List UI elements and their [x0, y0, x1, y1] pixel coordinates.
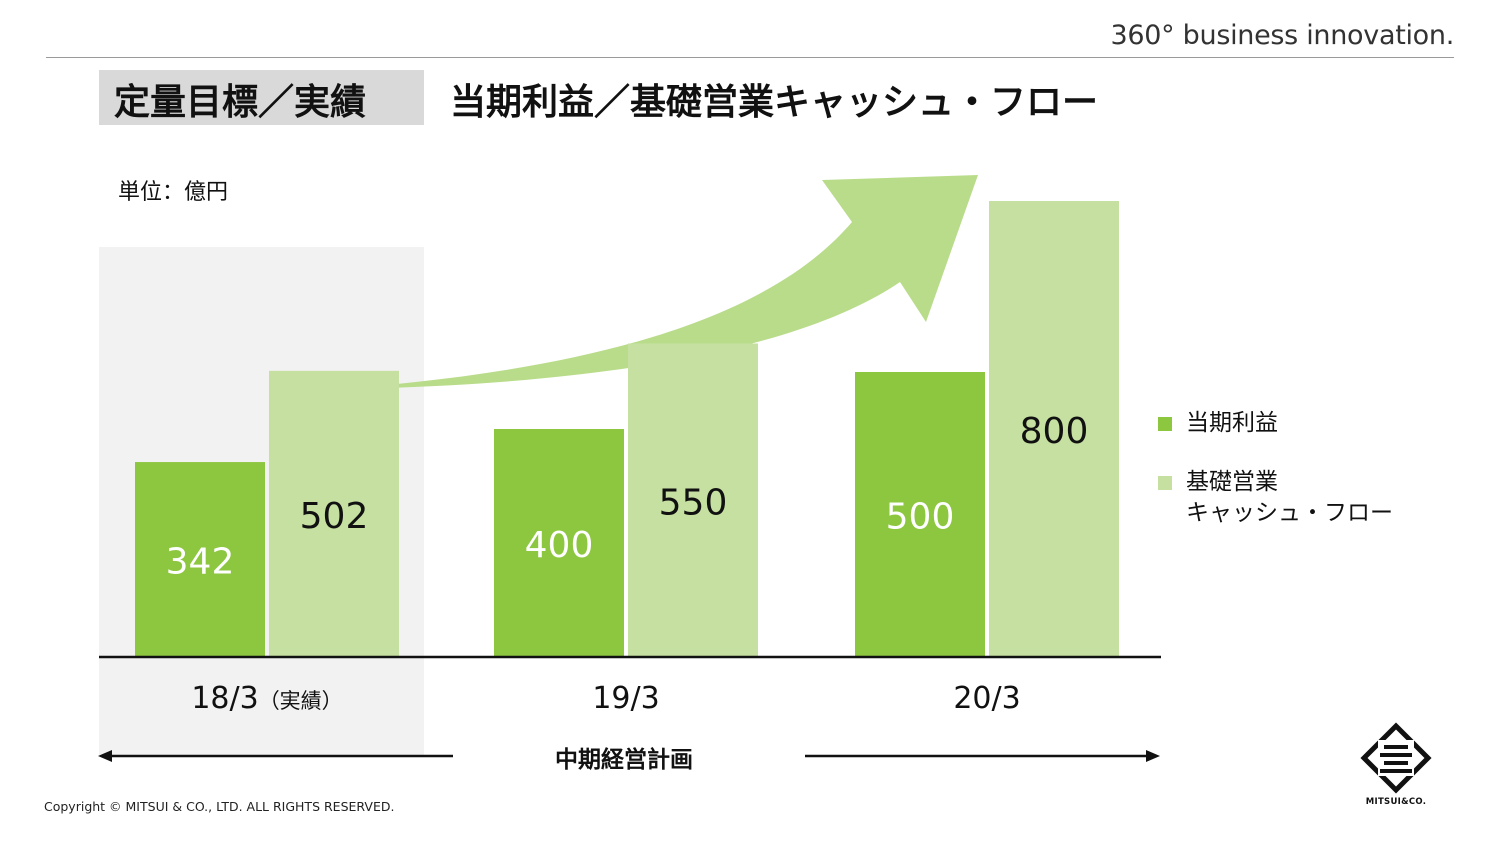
legend-swatch: [1158, 417, 1172, 431]
copyright: Copyright © MITSUI & CO., LTD. ALL RIGHT…: [44, 799, 395, 814]
x-tick-label: 19/3: [592, 681, 659, 716]
x-tick-label: 18/3（実績）: [191, 681, 342, 716]
data-label: 550: [659, 482, 728, 523]
x-tick-label: 20/3: [953, 681, 1020, 716]
bar: [989, 201, 1119, 657]
unit-label: 単位：億円: [118, 180, 229, 205]
legend-label: キャッシュ・フロー: [1186, 500, 1393, 526]
data-label: 502: [300, 496, 369, 537]
bar: [628, 343, 758, 657]
period-label: 中期経営計画: [555, 747, 693, 773]
bar: [855, 372, 985, 657]
logo-text: MITSUI&CO.: [1365, 797, 1427, 807]
bar: [135, 462, 265, 657]
header-divider: [46, 57, 1454, 58]
bar: [494, 429, 624, 657]
legend-item: 当期利益: [1158, 408, 1393, 439]
data-label: 500: [886, 497, 955, 538]
company-logo-icon: [1360, 722, 1432, 794]
legend-label: 当期利益: [1186, 410, 1278, 436]
period-arrow-right-head: [1146, 750, 1160, 762]
legend: 当期利益基礎営業キャッシュ・フロー: [1158, 408, 1393, 529]
title-label-background: [99, 70, 424, 125]
data-label: 400: [525, 525, 594, 566]
legend-label: 基礎営業: [1186, 469, 1278, 495]
tagline: 360° business innovation.: [1110, 20, 1455, 51]
period-arrow-left-head: [98, 750, 112, 762]
data-label: 800: [1020, 411, 1089, 452]
data-label: 342: [166, 542, 235, 583]
legend-swatch: [1158, 476, 1172, 490]
page-title: 当期利益／基礎営業キャッシュ・フロー: [450, 82, 1099, 123]
title-label: 定量目標／実績: [114, 82, 367, 123]
legend-item: 基礎営業キャッシュ・フロー: [1158, 467, 1393, 529]
bar: [269, 370, 399, 657]
